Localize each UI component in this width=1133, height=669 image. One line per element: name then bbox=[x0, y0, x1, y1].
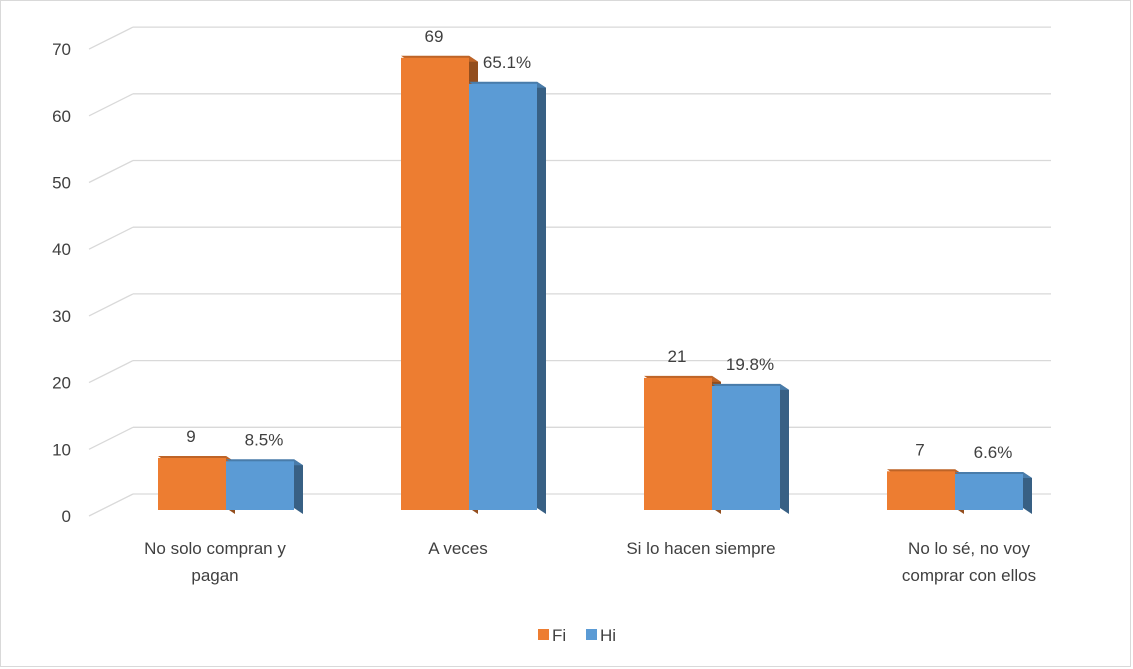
bar-hi bbox=[226, 459, 303, 514]
bar-hi bbox=[712, 383, 789, 514]
category-label: No solo compran y bbox=[144, 539, 286, 558]
side-wall-gridline bbox=[88, 360, 134, 384]
side-wall-gridline bbox=[88, 493, 134, 517]
y-tick-label: 10 bbox=[52, 440, 71, 459]
side-wall-gridline bbox=[88, 426, 134, 450]
y-tick-label: 50 bbox=[52, 174, 71, 193]
side-wall-gridline bbox=[88, 226, 134, 250]
bar-side-face bbox=[294, 459, 303, 514]
data-labels: 9 69 21 7 8.5% 65.1% 19.8% 6.6% bbox=[186, 27, 1012, 462]
bar-front-face bbox=[644, 377, 712, 510]
legend-item-fi: Fi bbox=[538, 626, 566, 645]
bar-fi bbox=[644, 375, 721, 514]
y-tick-label: 70 bbox=[52, 40, 71, 59]
legend-swatch bbox=[586, 629, 597, 640]
legend: Fi Hi bbox=[538, 626, 616, 645]
bar-side-face bbox=[537, 81, 546, 515]
data-label: 21 bbox=[668, 347, 687, 366]
bar-front-face bbox=[955, 473, 1023, 510]
category-labels: No solo compran y pagan A veces Si lo hacen… bbox=[144, 539, 1036, 585]
side-wall-gridline bbox=[88, 93, 134, 117]
y-tick-label: 20 bbox=[52, 374, 71, 393]
data-label: 19.8% bbox=[726, 355, 774, 374]
bar-fi bbox=[158, 455, 235, 514]
bar-front-face bbox=[401, 57, 469, 511]
legend-item-hi: Hi bbox=[586, 626, 616, 645]
category-label: A veces bbox=[428, 539, 488, 558]
category-label: comprar con ellos bbox=[902, 566, 1036, 585]
side-wall-gridline bbox=[88, 26, 134, 50]
bar-hi bbox=[955, 471, 1032, 514]
legend-label: Hi bbox=[600, 626, 616, 645]
bar-front-face bbox=[712, 385, 780, 510]
data-label: 65.1% bbox=[483, 53, 531, 72]
category-label: Si lo hacen siempre bbox=[626, 539, 775, 558]
bar-hi bbox=[469, 81, 546, 515]
category-label: pagan bbox=[191, 566, 238, 585]
bar-front-face bbox=[158, 457, 226, 510]
bar-front-face bbox=[226, 461, 294, 510]
data-label: 69 bbox=[425, 27, 444, 46]
bar-front-face bbox=[469, 83, 537, 511]
bar-side-face bbox=[1023, 471, 1032, 514]
y-tick-label: 40 bbox=[52, 240, 71, 259]
bar-fi bbox=[887, 469, 964, 514]
data-label: 7 bbox=[915, 440, 924, 459]
side-wall-gridline bbox=[88, 293, 134, 317]
side-wall-gridline bbox=[88, 159, 134, 184]
category-label: No lo sé, no voy bbox=[908, 539, 1030, 558]
chart-walls bbox=[88, 26, 1051, 517]
data-label: 8.5% bbox=[245, 430, 284, 449]
y-axis-tick-labels: 0 10 20 30 40 50 60 70 bbox=[52, 40, 71, 526]
data-label: 9 bbox=[186, 427, 195, 446]
y-tick-label: 0 bbox=[62, 507, 71, 526]
bars bbox=[158, 55, 1032, 515]
y-tick-label: 30 bbox=[52, 307, 71, 326]
bar-fi bbox=[401, 55, 478, 515]
y-tick-label: 60 bbox=[52, 107, 71, 126]
legend-swatch bbox=[538, 629, 549, 640]
bar-front-face bbox=[887, 471, 955, 510]
data-label: 6.6% bbox=[974, 443, 1013, 462]
legend-label: Fi bbox=[552, 626, 566, 645]
bar-side-face bbox=[780, 383, 789, 514]
